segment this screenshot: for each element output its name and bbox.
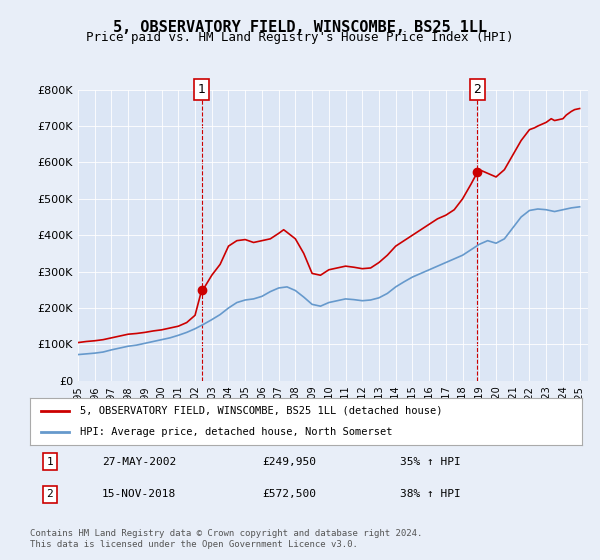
Text: Contains HM Land Registry data © Crown copyright and database right 2024.
This d: Contains HM Land Registry data © Crown c… (30, 529, 422, 549)
Text: 1: 1 (47, 456, 53, 466)
Text: 5, OBSERVATORY FIELD, WINSCOMBE, BS25 1LL: 5, OBSERVATORY FIELD, WINSCOMBE, BS25 1L… (113, 20, 487, 35)
Text: 5, OBSERVATORY FIELD, WINSCOMBE, BS25 1LL (detached house): 5, OBSERVATORY FIELD, WINSCOMBE, BS25 1L… (80, 406, 442, 416)
Text: 38% ↑ HPI: 38% ↑ HPI (400, 489, 461, 499)
Text: Price paid vs. HM Land Registry's House Price Index (HPI): Price paid vs. HM Land Registry's House … (86, 31, 514, 44)
Text: 2: 2 (47, 489, 53, 499)
Text: 35% ↑ HPI: 35% ↑ HPI (400, 456, 461, 466)
Text: 1: 1 (198, 83, 206, 96)
Text: £249,950: £249,950 (262, 456, 316, 466)
Text: 15-NOV-2018: 15-NOV-2018 (102, 489, 176, 499)
Text: HPI: Average price, detached house, North Somerset: HPI: Average price, detached house, Nort… (80, 427, 392, 437)
Text: 2: 2 (473, 83, 481, 96)
Text: 27-MAY-2002: 27-MAY-2002 (102, 456, 176, 466)
Text: £572,500: £572,500 (262, 489, 316, 499)
